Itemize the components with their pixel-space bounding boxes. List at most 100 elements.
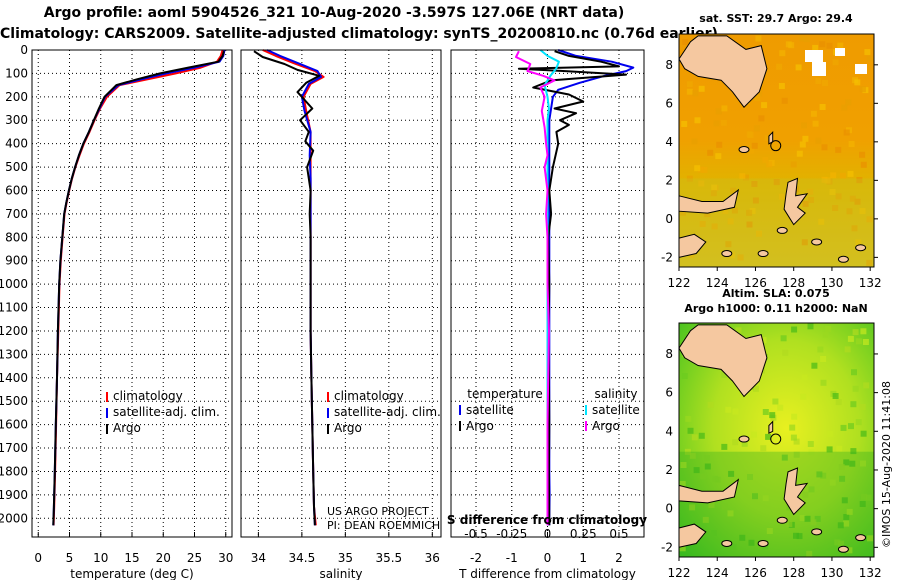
map-pixel bbox=[727, 218, 734, 225]
map-pixel bbox=[776, 63, 783, 70]
y-tick-label: 1000 bbox=[0, 277, 28, 291]
map-pixel bbox=[777, 404, 784, 411]
map-pixel bbox=[807, 441, 814, 447]
map-pixel bbox=[850, 448, 857, 455]
map-pixel bbox=[820, 379, 827, 386]
map-pixel bbox=[799, 141, 806, 148]
map-nodata bbox=[835, 48, 845, 56]
map-pixel bbox=[863, 382, 870, 389]
island bbox=[738, 435, 750, 443]
map-pixel bbox=[684, 448, 691, 455]
credit-project: US ARGO PROJECT bbox=[327, 505, 429, 518]
island bbox=[811, 528, 823, 536]
map-pixel bbox=[708, 501, 715, 508]
x-tick-label: 1 bbox=[579, 551, 587, 565]
map-pixel bbox=[778, 193, 785, 200]
map-pixel bbox=[862, 339, 869, 345]
map-pixel bbox=[739, 534, 746, 541]
map-y-tick-label: 8 bbox=[665, 58, 673, 72]
map-y-tick-label: 2 bbox=[665, 173, 673, 187]
map-pixel bbox=[819, 41, 826, 48]
map-pixel bbox=[679, 481, 686, 487]
map-pixel bbox=[801, 239, 808, 246]
map-pixel bbox=[810, 110, 817, 117]
map-x-tick-label: 122 bbox=[668, 566, 691, 580]
map-pixel bbox=[682, 39, 689, 45]
x-tick-label: 15 bbox=[124, 551, 139, 565]
map-x-tick-label: 126 bbox=[744, 276, 767, 290]
series-line-temperature-argo bbox=[517, 50, 628, 526]
map-pixel bbox=[816, 471, 823, 478]
map-pixel bbox=[841, 104, 848, 111]
map-pixel bbox=[800, 393, 807, 400]
map-y-tick-label: 8 bbox=[665, 347, 673, 361]
map-pixel bbox=[848, 141, 855, 147]
map-pixel bbox=[860, 430, 867, 437]
map-pixel bbox=[748, 147, 755, 154]
map-pixel bbox=[866, 216, 873, 223]
y-tick-label: 1800 bbox=[0, 464, 28, 478]
y-tick-label: 1300 bbox=[0, 347, 28, 361]
x-tick-label: -2 bbox=[470, 551, 482, 565]
map-pixel bbox=[847, 170, 854, 177]
map-pixel bbox=[710, 190, 717, 197]
map-y-tick-label: 2 bbox=[665, 463, 673, 477]
map-pixel bbox=[808, 197, 814, 203]
x-tick-label: -1 bbox=[506, 551, 518, 565]
map-pixel bbox=[802, 135, 809, 142]
map-pixel bbox=[811, 362, 818, 369]
y-tick-label: 300 bbox=[5, 113, 28, 127]
map-pixel bbox=[704, 455, 710, 462]
legend-header-salinity: salinity bbox=[594, 387, 637, 401]
map-pixel bbox=[715, 153, 722, 160]
map-pixel bbox=[859, 501, 866, 507]
plot-frame bbox=[240, 49, 442, 538]
x-tick-label: 35.5 bbox=[375, 551, 402, 565]
map-pixel bbox=[786, 521, 793, 527]
island bbox=[757, 539, 769, 547]
map-pixel bbox=[743, 174, 749, 181]
legend-label: climatology bbox=[113, 389, 183, 403]
map-pixel bbox=[812, 120, 819, 127]
map-pixel bbox=[860, 328, 867, 335]
map-x-tick-label: 132 bbox=[859, 276, 882, 290]
map-pixel bbox=[790, 434, 797, 441]
land-mass bbox=[768, 420, 774, 435]
map-pixel bbox=[691, 138, 698, 145]
map-pixel bbox=[847, 335, 854, 342]
y-tick-label: 100 bbox=[5, 66, 28, 80]
map-pixel bbox=[751, 181, 758, 187]
y-tick-label: 1900 bbox=[0, 488, 28, 502]
map-pixel bbox=[756, 230, 762, 237]
map-pixel bbox=[756, 90, 763, 97]
y-tick-label: 700 bbox=[5, 207, 28, 221]
map-pixel bbox=[773, 179, 780, 186]
legend-label: satellite-adj. clim. bbox=[113, 405, 220, 419]
map-pixel bbox=[807, 188, 814, 195]
map-pixel bbox=[760, 337, 767, 344]
map-pixel bbox=[852, 385, 859, 392]
map-pixel bbox=[866, 55, 873, 62]
map-pixel bbox=[835, 399, 842, 406]
series-line-argo bbox=[52, 50, 225, 526]
map-pixel bbox=[704, 463, 711, 470]
map-pixel bbox=[766, 528, 773, 534]
map-pixel bbox=[716, 141, 723, 148]
map-pixel bbox=[839, 475, 846, 482]
island bbox=[811, 238, 823, 246]
y-tick-label: 900 bbox=[5, 254, 28, 268]
map-pixel bbox=[752, 197, 759, 204]
map-pixel bbox=[802, 491, 809, 498]
map-pixel bbox=[808, 486, 815, 493]
y-tick-label: 200 bbox=[5, 90, 28, 104]
map-pixel bbox=[832, 205, 839, 211]
map-pixel bbox=[826, 446, 833, 453]
map-pixel bbox=[791, 413, 798, 420]
map-pixel bbox=[795, 64, 802, 71]
island bbox=[738, 146, 750, 154]
map-pixel bbox=[867, 535, 873, 542]
x-tick-label: 5 bbox=[66, 551, 74, 565]
map-pixel bbox=[707, 401, 714, 408]
map-pixel bbox=[830, 172, 837, 179]
secondary-tick-label: 0 bbox=[544, 527, 552, 541]
